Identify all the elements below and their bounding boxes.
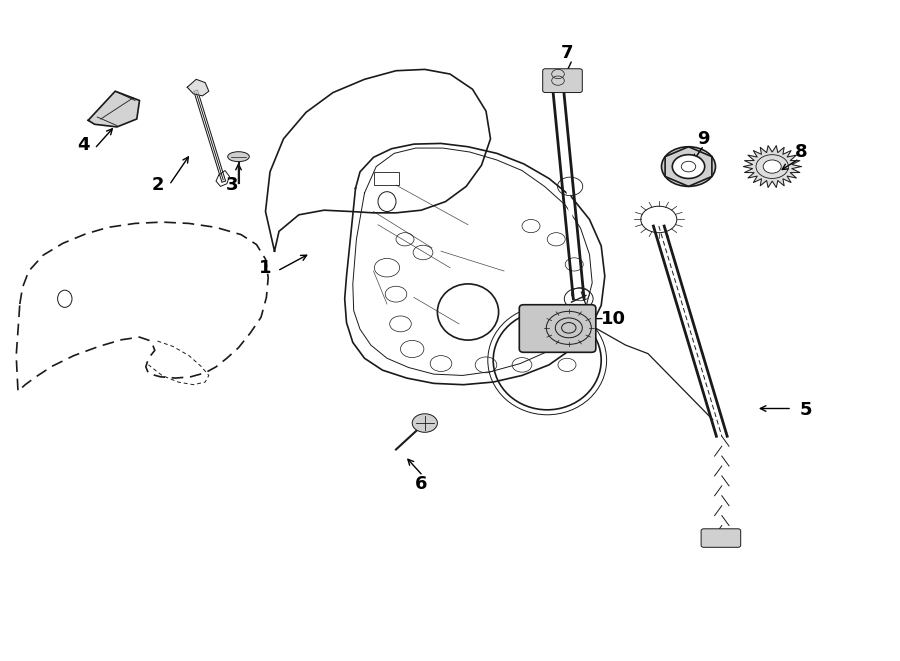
Text: 5: 5 [799, 401, 812, 419]
Text: 7: 7 [561, 44, 573, 62]
Circle shape [412, 414, 437, 432]
FancyBboxPatch shape [519, 305, 596, 352]
Circle shape [662, 147, 716, 186]
Text: 3: 3 [226, 176, 239, 194]
Circle shape [763, 160, 781, 173]
Text: 9: 9 [698, 130, 710, 148]
Text: 6: 6 [415, 475, 428, 493]
FancyBboxPatch shape [543, 69, 582, 93]
Ellipse shape [228, 151, 249, 161]
Text: 1: 1 [259, 258, 272, 277]
FancyBboxPatch shape [701, 529, 741, 547]
Polygon shape [743, 145, 801, 188]
Text: 8: 8 [795, 143, 807, 161]
Polygon shape [88, 91, 140, 127]
Text: 2: 2 [151, 176, 164, 194]
Text: 10: 10 [601, 309, 626, 328]
Text: 4: 4 [77, 136, 90, 155]
Polygon shape [187, 79, 209, 96]
Circle shape [672, 155, 705, 178]
